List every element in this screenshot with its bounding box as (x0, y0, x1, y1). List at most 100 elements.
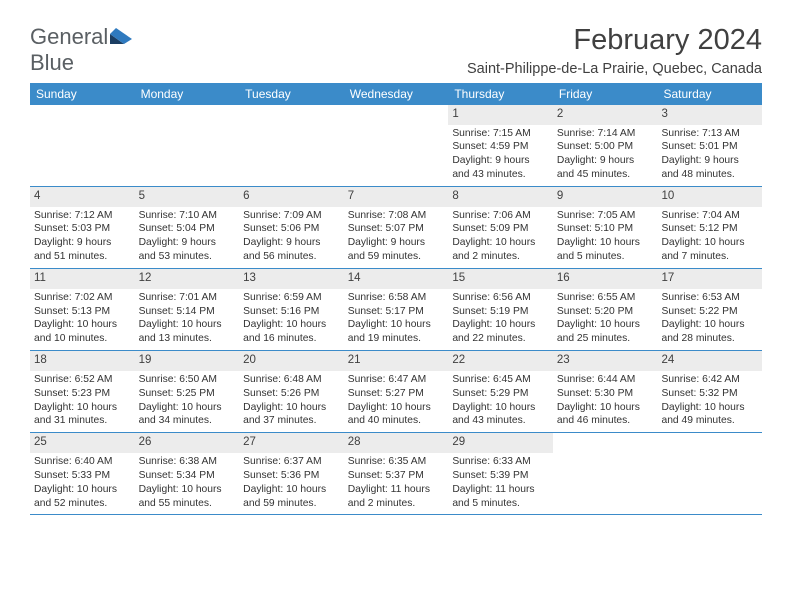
weekday-fri: Friday (553, 83, 658, 105)
sunset-text: Sunset: 5:36 PM (243, 469, 340, 483)
day-body: Sunrise: 6:56 AMSunset: 5:19 PMDaylight:… (448, 289, 553, 351)
sunset-text: Sunset: 5:23 PM (34, 387, 131, 401)
day-cell: 26Sunrise: 6:38 AMSunset: 5:34 PMDayligh… (135, 433, 240, 514)
day-cell: 20Sunrise: 6:48 AMSunset: 5:26 PMDayligh… (239, 351, 344, 432)
weekday-header-row: Sunday Monday Tuesday Wednesday Thursday… (30, 83, 762, 105)
day-number: 12 (135, 269, 240, 289)
day-body: Sunrise: 6:59 AMSunset: 5:16 PMDaylight:… (239, 289, 344, 351)
sunrise-text: Sunrise: 6:52 AM (34, 373, 131, 387)
sunset-text: Sunset: 5:00 PM (557, 140, 654, 154)
day-body: Sunrise: 6:42 AMSunset: 5:32 PMDaylight:… (657, 371, 762, 433)
topbar: General Blue February 2024 Saint-Philipp… (30, 24, 762, 77)
day-body: Sunrise: 6:45 AMSunset: 5:29 PMDaylight:… (448, 371, 553, 433)
sunset-text: Sunset: 4:59 PM (452, 140, 549, 154)
week-row: 18Sunrise: 6:52 AMSunset: 5:23 PMDayligh… (30, 351, 762, 433)
sunset-text: Sunset: 5:19 PM (452, 305, 549, 319)
logo-text: General Blue (30, 24, 132, 76)
day-number: 16 (553, 269, 658, 289)
day-body: Sunrise: 7:10 AMSunset: 5:04 PMDaylight:… (135, 207, 240, 269)
weeks-container: 1Sunrise: 7:15 AMSunset: 4:59 PMDaylight… (30, 105, 762, 515)
day-number: 8 (448, 187, 553, 207)
sunrise-text: Sunrise: 6:40 AM (34, 455, 131, 469)
calendar-page: General Blue February 2024 Saint-Philipp… (0, 0, 792, 535)
day-number: 24 (657, 351, 762, 371)
daylight-text: Daylight: 9 hours and 56 minutes. (243, 236, 340, 264)
day-body: Sunrise: 6:50 AMSunset: 5:25 PMDaylight:… (135, 371, 240, 433)
day-number: 28 (344, 433, 449, 453)
day-body: Sunrise: 6:35 AMSunset: 5:37 PMDaylight:… (344, 453, 449, 515)
day-number: 27 (239, 433, 344, 453)
day-body: Sunrise: 7:12 AMSunset: 5:03 PMDaylight:… (30, 207, 135, 269)
day-number: 22 (448, 351, 553, 371)
day-cell: 14Sunrise: 6:58 AMSunset: 5:17 PMDayligh… (344, 269, 449, 350)
sunrise-text: Sunrise: 6:55 AM (557, 291, 654, 305)
weekday-sun: Sunday (30, 83, 135, 105)
day-cell: 13Sunrise: 6:59 AMSunset: 5:16 PMDayligh… (239, 269, 344, 350)
weekday-tue: Tuesday (239, 83, 344, 105)
daylight-text: Daylight: 9 hours and 45 minutes. (557, 154, 654, 182)
weekday-wed: Wednesday (344, 83, 449, 105)
sunset-text: Sunset: 5:04 PM (139, 222, 236, 236)
day-cell: 7Sunrise: 7:08 AMSunset: 5:07 PMDaylight… (344, 187, 449, 268)
day-number: 10 (657, 187, 762, 207)
daylight-text: Daylight: 9 hours and 51 minutes. (34, 236, 131, 264)
sunrise-text: Sunrise: 7:14 AM (557, 127, 654, 141)
sunrise-text: Sunrise: 6:42 AM (661, 373, 758, 387)
day-cell: 5Sunrise: 7:10 AMSunset: 5:04 PMDaylight… (135, 187, 240, 268)
sunset-text: Sunset: 5:33 PM (34, 469, 131, 483)
sunset-text: Sunset: 5:14 PM (139, 305, 236, 319)
day-cell: 4Sunrise: 7:12 AMSunset: 5:03 PMDaylight… (30, 187, 135, 268)
sunrise-text: Sunrise: 6:53 AM (661, 291, 758, 305)
day-number: 20 (239, 351, 344, 371)
weekday-sat: Saturday (657, 83, 762, 105)
day-number: 5 (135, 187, 240, 207)
day-number: 29 (448, 433, 553, 453)
sunrise-text: Sunrise: 7:13 AM (661, 127, 758, 141)
location-subtitle: Saint-Philippe-de-La Prairie, Quebec, Ca… (467, 61, 762, 77)
sunrise-text: Sunrise: 6:56 AM (452, 291, 549, 305)
sunset-text: Sunset: 5:32 PM (661, 387, 758, 401)
day-body (30, 109, 135, 115)
day-cell (657, 433, 762, 514)
day-number: 7 (344, 187, 449, 207)
week-row: 1Sunrise: 7:15 AMSunset: 4:59 PMDaylight… (30, 105, 762, 187)
daylight-text: Daylight: 10 hours and 10 minutes. (34, 318, 131, 346)
sunset-text: Sunset: 5:16 PM (243, 305, 340, 319)
day-body (657, 437, 762, 443)
day-number: 19 (135, 351, 240, 371)
day-number: 9 (553, 187, 658, 207)
sunrise-text: Sunrise: 7:15 AM (452, 127, 549, 141)
daylight-text: Daylight: 10 hours and 49 minutes. (661, 401, 758, 429)
day-cell: 28Sunrise: 6:35 AMSunset: 5:37 PMDayligh… (344, 433, 449, 514)
weekday-thu: Thursday (448, 83, 553, 105)
day-number: 23 (553, 351, 658, 371)
day-cell: 29Sunrise: 6:33 AMSunset: 5:39 PMDayligh… (448, 433, 553, 514)
day-cell: 10Sunrise: 7:04 AMSunset: 5:12 PMDayligh… (657, 187, 762, 268)
day-number: 14 (344, 269, 449, 289)
day-number: 17 (657, 269, 762, 289)
day-cell: 12Sunrise: 7:01 AMSunset: 5:14 PMDayligh… (135, 269, 240, 350)
sunrise-text: Sunrise: 6:33 AM (452, 455, 549, 469)
day-number: 3 (657, 105, 762, 125)
daylight-text: Daylight: 10 hours and 55 minutes. (139, 483, 236, 511)
sunset-text: Sunset: 5:01 PM (661, 140, 758, 154)
day-cell: 11Sunrise: 7:02 AMSunset: 5:13 PMDayligh… (30, 269, 135, 350)
day-body: Sunrise: 6:52 AMSunset: 5:23 PMDaylight:… (30, 371, 135, 433)
sunset-text: Sunset: 5:26 PM (243, 387, 340, 401)
day-body (553, 437, 658, 443)
day-cell: 6Sunrise: 7:09 AMSunset: 5:06 PMDaylight… (239, 187, 344, 268)
sunset-text: Sunset: 5:09 PM (452, 222, 549, 236)
sunset-text: Sunset: 5:29 PM (452, 387, 549, 401)
day-body: Sunrise: 7:01 AMSunset: 5:14 PMDaylight:… (135, 289, 240, 351)
day-body: Sunrise: 7:15 AMSunset: 4:59 PMDaylight:… (448, 125, 553, 187)
sunset-text: Sunset: 5:22 PM (661, 305, 758, 319)
day-body: Sunrise: 6:33 AMSunset: 5:39 PMDaylight:… (448, 453, 553, 515)
day-cell (135, 105, 240, 186)
day-number: 21 (344, 351, 449, 371)
calendar-grid: Sunday Monday Tuesday Wednesday Thursday… (30, 83, 762, 515)
sunset-text: Sunset: 5:34 PM (139, 469, 236, 483)
day-body (239, 109, 344, 115)
daylight-text: Daylight: 10 hours and 19 minutes. (348, 318, 445, 346)
day-cell: 3Sunrise: 7:13 AMSunset: 5:01 PMDaylight… (657, 105, 762, 186)
daylight-text: Daylight: 10 hours and 37 minutes. (243, 401, 340, 429)
